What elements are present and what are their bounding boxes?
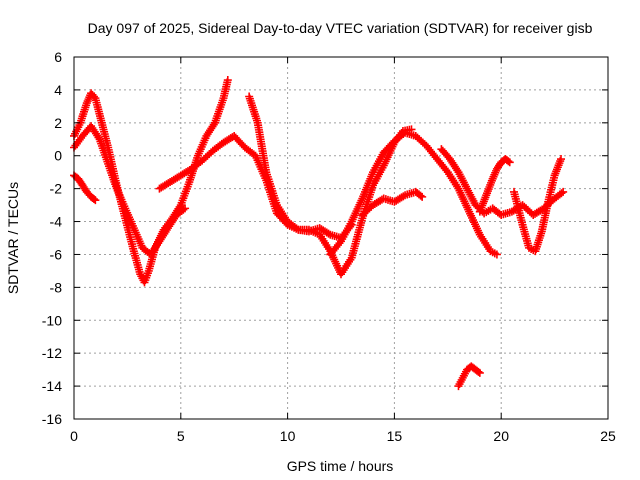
y-tick-label: -16 (42, 411, 62, 427)
series-sat-j (510, 155, 566, 256)
y-tick-label: -10 (42, 312, 62, 328)
x-axis-label: GPS time / hours (287, 458, 394, 474)
y-tick-label: 6 (54, 49, 62, 65)
y-tick-label: -12 (42, 345, 62, 361)
x-tick-label: 15 (387, 428, 403, 444)
y-axis-label: SDTVAR / TECUs (5, 182, 21, 294)
series-sat-e (245, 92, 416, 279)
series-sat-k (454, 362, 484, 391)
chart-title: Day 097 of 2025, Sidereal Day-to-day VTE… (88, 20, 593, 36)
y-tick-label: -8 (50, 279, 63, 295)
x-tick-label: 10 (280, 428, 296, 444)
y-tick-label: 2 (54, 115, 62, 131)
y-tick-label: -6 (50, 246, 63, 262)
plot-frame (73, 56, 609, 420)
series-sat-i (475, 155, 514, 216)
x-tick-label: 20 (493, 428, 509, 444)
grid-lines (74, 57, 608, 419)
y-tick-label: 4 (54, 82, 62, 98)
y-tick-label: -2 (50, 181, 63, 197)
series-sat-g (358, 187, 427, 219)
y-tick-label: -4 (50, 214, 63, 230)
x-tick-label: 5 (177, 428, 185, 444)
y-tick-label: -14 (42, 378, 62, 394)
x-tick-label: 0 (70, 428, 78, 444)
x-tick-label: 25 (600, 428, 616, 444)
series-sat-f (326, 128, 501, 259)
y-tick-label: 0 (54, 148, 62, 164)
axis-ticks: 0 5 10 15 20 25 -16 -14 -12 -10 -8 -6 -4 -2 0 2 4 6 (42, 49, 616, 444)
